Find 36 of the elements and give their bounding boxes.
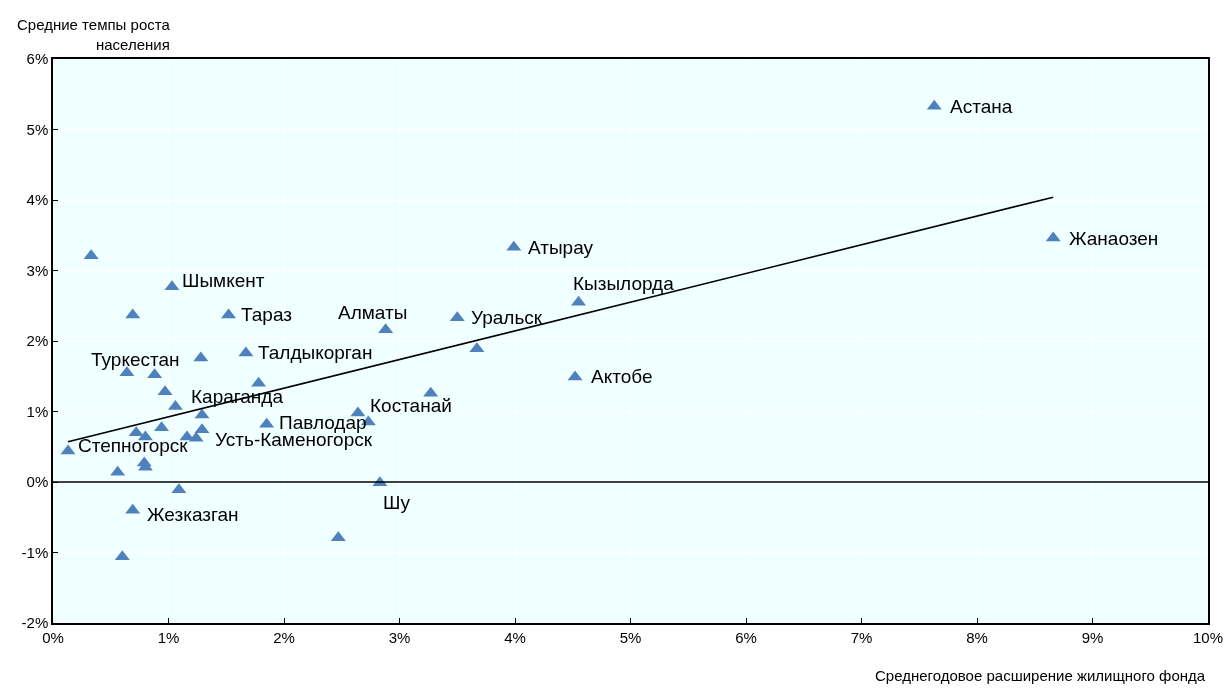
x-tick-label: 6% <box>735 628 757 646</box>
annotation: Жанаозен <box>1069 228 1159 249</box>
annotation: Астана <box>950 96 1013 117</box>
y-tick-label: 5% <box>26 120 49 138</box>
x-tick-label: 7% <box>850 628 873 646</box>
y-tick-label: 4% <box>26 191 49 209</box>
annotation: Степногорск <box>78 435 189 456</box>
annotation: Атырау <box>528 237 594 258</box>
annotation: Жезказган <box>147 504 239 525</box>
x-tick-label: 1% <box>157 628 180 646</box>
annotation: Актобе <box>591 366 653 387</box>
x-tick-label: 8% <box>966 628 988 646</box>
y-tick-label: 1% <box>26 402 49 420</box>
annotation: Тараз <box>241 304 292 325</box>
x-tick-label: 9% <box>1081 628 1104 646</box>
annotation: Шымкент <box>182 270 265 291</box>
x-tick-label: 4% <box>504 628 526 646</box>
annotation: Костанай <box>370 395 452 416</box>
x-tick-label: 2% <box>273 628 295 646</box>
annotation: Алматы <box>338 302 408 323</box>
annotation: Уральск <box>471 307 543 328</box>
y-tick-label: 3% <box>26 261 49 279</box>
annotation: Шу <box>383 492 411 513</box>
y-tick-label: 0% <box>26 473 49 491</box>
y-tick-label: -1% <box>21 543 49 561</box>
y-axis-title: Средние темпы роста населения <box>17 16 171 53</box>
y-tick-label: 6% <box>26 50 49 68</box>
x-tick-label: 5% <box>619 628 642 646</box>
x-tick-label: 3% <box>388 628 411 646</box>
y-tick-label: 2% <box>26 332 49 350</box>
annotation: Павлодар <box>279 412 367 433</box>
annotation: Талдыкорган <box>258 342 373 363</box>
annotation: Кызылорда <box>573 273 675 294</box>
annotation: Туркестан <box>91 349 180 370</box>
x-tick-label: 10% <box>1192 628 1224 646</box>
x-axis-title: Среднегодовое расширение жилищного фонда <box>875 667 1206 684</box>
